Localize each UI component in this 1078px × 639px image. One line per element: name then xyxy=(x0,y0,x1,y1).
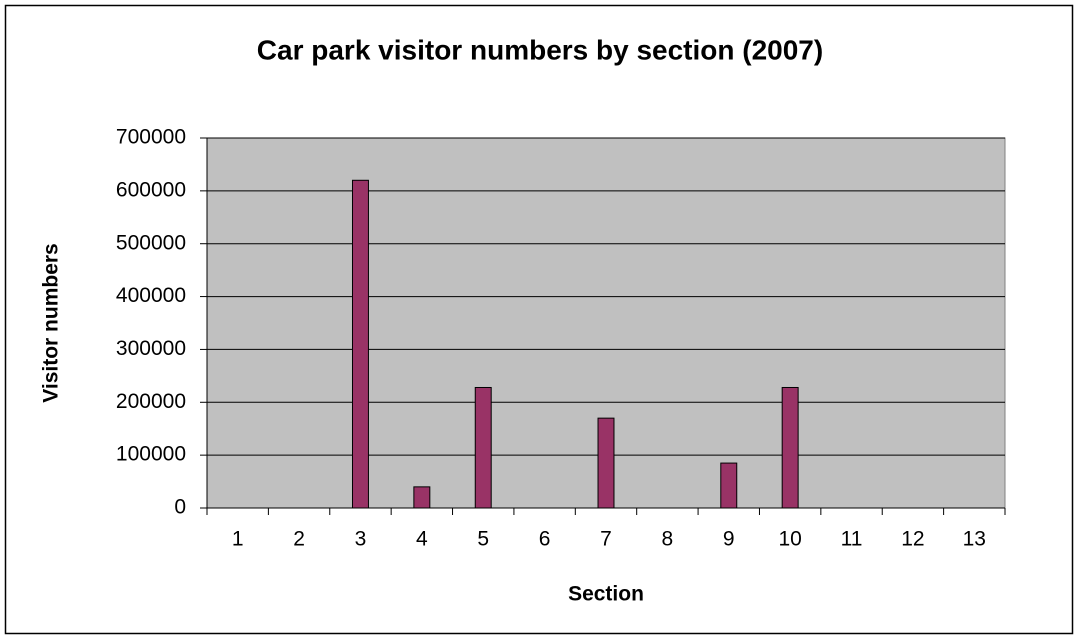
x-tick-label: 1 xyxy=(232,528,244,551)
x-tick-label: 13 xyxy=(963,528,986,551)
bar xyxy=(351,179,369,509)
y-axis-title: Visitor numbers xyxy=(40,243,63,403)
x-tick-label: 5 xyxy=(477,528,489,551)
x-tick-label: 11 xyxy=(841,528,863,551)
x-tick-label: 6 xyxy=(539,528,551,551)
bar xyxy=(474,386,492,509)
x-tick-label: 12 xyxy=(901,528,924,551)
y-tick-label: 400000 xyxy=(116,284,186,307)
x-tick-label: 3 xyxy=(355,528,367,551)
bar xyxy=(413,486,431,509)
y-tick-label: 700000 xyxy=(116,126,186,149)
x-tick-label: 9 xyxy=(723,528,735,551)
chart-title: Car park visitor numbers by section (200… xyxy=(257,34,823,65)
x-tick-label: 8 xyxy=(662,528,674,551)
y-tick-label: 600000 xyxy=(116,178,186,201)
bar xyxy=(781,386,799,509)
y-tick-label: 0 xyxy=(174,496,186,519)
y-tick-label: 200000 xyxy=(116,390,186,413)
y-tick-label: 300000 xyxy=(116,337,186,360)
bar xyxy=(597,417,615,509)
bar xyxy=(720,462,738,509)
x-axis-title: Section xyxy=(568,583,644,606)
x-tick-label: 7 xyxy=(600,528,612,551)
x-tick-label: 4 xyxy=(416,528,428,551)
x-tick-label: 2 xyxy=(293,528,305,551)
x-tick-label: 10 xyxy=(778,528,801,551)
y-tick-label: 500000 xyxy=(116,231,186,254)
y-tick-label: 100000 xyxy=(116,443,186,466)
